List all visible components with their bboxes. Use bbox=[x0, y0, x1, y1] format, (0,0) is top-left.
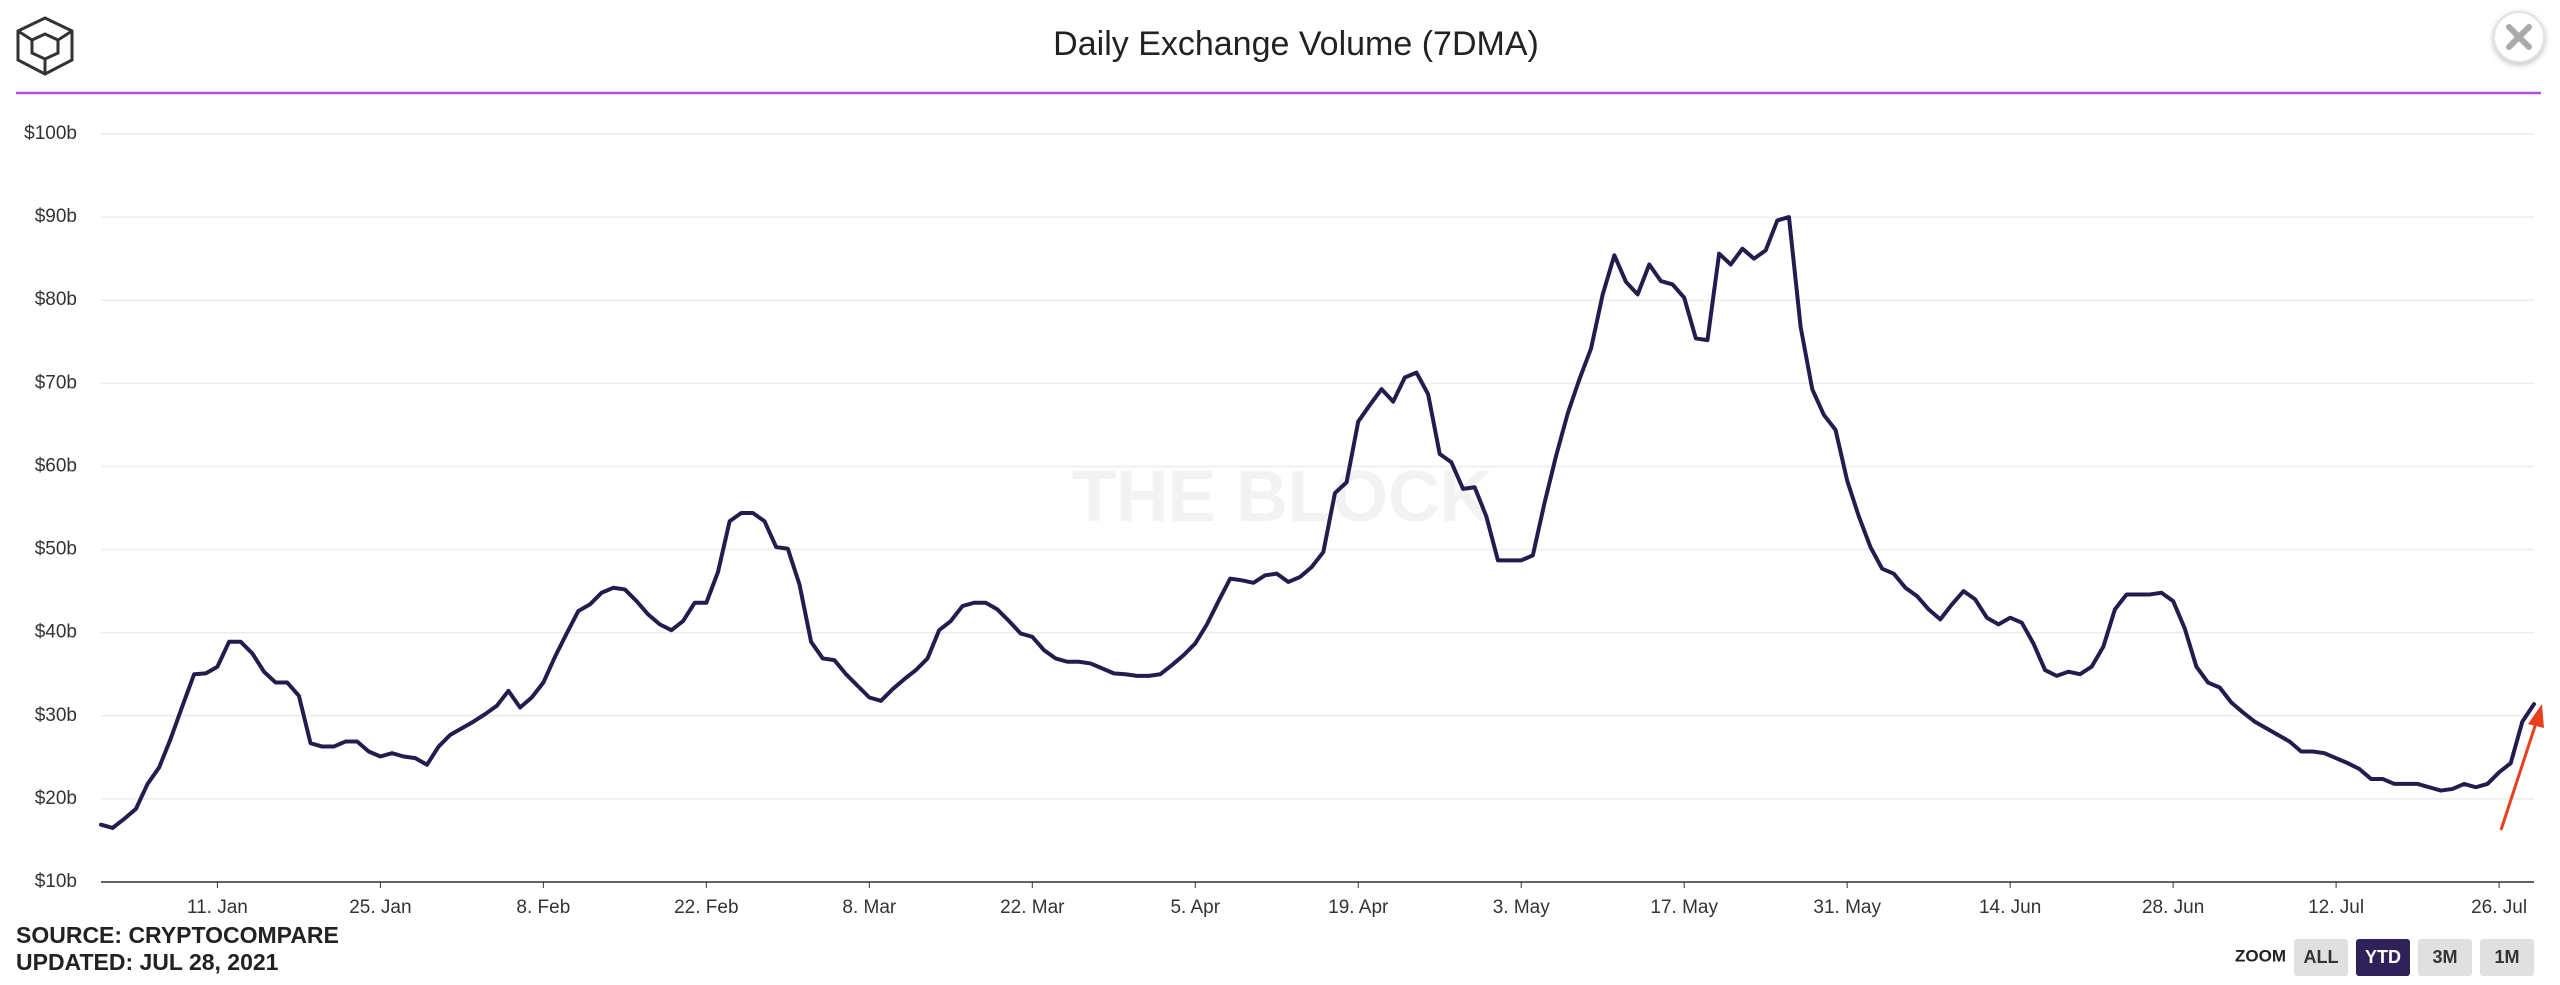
x-tick-label: 12. Jul bbox=[2308, 897, 2364, 918]
x-tick-label: 28. Jun bbox=[2142, 897, 2204, 918]
x-tick-label: 8. Mar bbox=[842, 897, 897, 918]
zoom-button-label[interactable]: 1M bbox=[2494, 947, 2519, 967]
source-text: SOURCE: CRYPTOCOMPARE bbox=[16, 922, 339, 948]
y-tick-label: $30b bbox=[35, 705, 77, 726]
x-tick-label: 22. Feb bbox=[674, 897, 738, 918]
data-line bbox=[99, 215, 2536, 830]
y-tick-label: $90b bbox=[35, 206, 77, 227]
updated-text: UPDATED: JUL 28, 2021 bbox=[16, 949, 279, 975]
x-tick-label: 22. Mar bbox=[1000, 897, 1065, 918]
chart-title: Daily Exchange Volume (7DMA) bbox=[1053, 25, 1539, 63]
zoom-button[interactable] bbox=[2480, 939, 2534, 976]
x-tick-label: 17. May bbox=[1650, 897, 1718, 918]
zoom-button-label[interactable]: 3M bbox=[2432, 947, 2457, 967]
x-tick-label: 3. May bbox=[1493, 897, 1551, 918]
y-tick-label: $50b bbox=[35, 539, 77, 560]
zoom-buttons: ALL YTD 3M 1M bbox=[2294, 939, 2534, 976]
x-tick-label: 31. May bbox=[1813, 897, 1881, 918]
zoom-label: ZOOM bbox=[2235, 946, 2286, 965]
annotation-arrow bbox=[2499, 704, 2544, 831]
close-button[interactable] bbox=[2493, 11, 2545, 63]
watermark: THE BLOCK bbox=[1072, 457, 1492, 537]
zoom-button-label[interactable]: YTD bbox=[2365, 947, 2401, 967]
y-tick-label: $20b bbox=[35, 788, 77, 809]
zoom-button[interactable] bbox=[2418, 939, 2472, 976]
x-tick-label: 25. Jan bbox=[349, 897, 411, 918]
y-tick-label: $60b bbox=[35, 455, 77, 476]
plot-area: $10b $20b $30b $40b $50b $60b $70b $80b $90b $100… bbox=[24, 123, 2536, 918]
x-tick-label: 26. Jul bbox=[2471, 897, 2527, 918]
y-tick-label: $10b bbox=[35, 871, 77, 892]
zoom-button-label[interactable]: ALL bbox=[2304, 947, 2339, 967]
x-tick-label: 5. Apr bbox=[1170, 897, 1220, 918]
x-tick-label: 19. Apr bbox=[1328, 897, 1389, 918]
x-tick-label: 8. Feb bbox=[516, 897, 570, 918]
y-tick-label: $100b bbox=[24, 123, 77, 144]
zoom-button[interactable] bbox=[2294, 939, 2348, 976]
zoom-button[interactable] bbox=[2356, 939, 2410, 976]
x-tick-label: 11. Jan bbox=[187, 897, 248, 918]
y-tick-label: $80b bbox=[35, 289, 77, 310]
logo[interactable] bbox=[16, 16, 74, 76]
y-tick-label: $70b bbox=[35, 372, 77, 393]
y-tick-label: $40b bbox=[35, 622, 77, 643]
x-tick-label: 14. Jun bbox=[1979, 897, 2041, 918]
